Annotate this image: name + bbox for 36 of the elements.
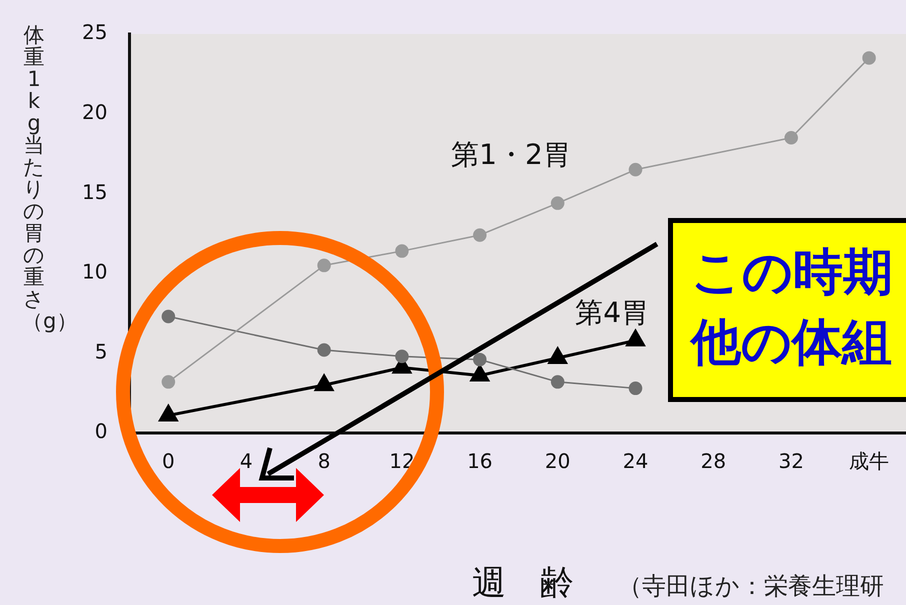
- series-label: 第1・2胃: [451, 138, 571, 172]
- annotation: 他の体組: [691, 312, 893, 373]
- point: [162, 375, 176, 389]
- point: [317, 343, 331, 357]
- y-tick-label: 5: [94, 339, 108, 364]
- y-tick-label: 25: [82, 20, 108, 44]
- point: [395, 350, 409, 364]
- point: [473, 228, 487, 242]
- point: [317, 258, 331, 272]
- y-tick-label: 0: [94, 419, 108, 444]
- point: [628, 162, 642, 176]
- point: [550, 196, 564, 210]
- point: [628, 382, 642, 396]
- x-tick-label: 20: [544, 449, 570, 474]
- x-tick-label: 24: [622, 449, 648, 474]
- x-tick-label: 28: [700, 449, 726, 474]
- point: [395, 244, 409, 258]
- point: [862, 51, 876, 65]
- x-tick-label: 16: [467, 449, 493, 474]
- y-tick-label: 15: [82, 180, 108, 204]
- point: [550, 375, 564, 389]
- y-tick-label: 10: [82, 260, 108, 284]
- x-tick-label: 0: [162, 449, 175, 474]
- text: （寺田ほか：栄養生理研: [618, 571, 884, 602]
- point: [784, 130, 798, 144]
- x-tick-label: 4: [240, 449, 253, 474]
- point: [162, 310, 176, 324]
- x-tick-label: 成牛: [849, 449, 890, 474]
- text: 体重 1 kg 当たりの胃の重さ（g）: [22, 23, 78, 333]
- annotation: この時期: [691, 242, 894, 303]
- series-label: 第4胃: [575, 296, 650, 330]
- x-tick-label: 32: [778, 449, 804, 474]
- x-axis-title: 週 齢: [472, 562, 574, 605]
- point: [473, 352, 487, 366]
- y-tick-label: 20: [82, 100, 108, 124]
- x-tick-label: 8: [318, 449, 330, 474]
